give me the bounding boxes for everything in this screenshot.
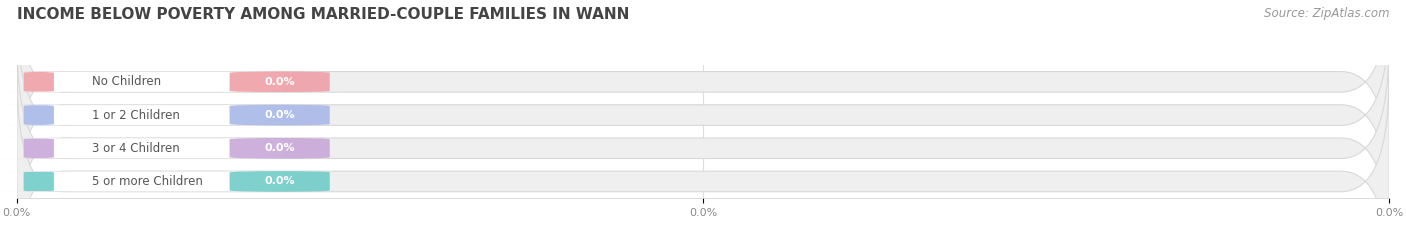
Text: 0.0%: 0.0% xyxy=(264,110,295,120)
FancyBboxPatch shape xyxy=(24,72,284,92)
Text: INCOME BELOW POVERTY AMONG MARRIED-COUPLE FAMILIES IN WANN: INCOME BELOW POVERTY AMONG MARRIED-COUPL… xyxy=(17,7,630,22)
Text: 3 or 4 Children: 3 or 4 Children xyxy=(93,142,180,155)
Text: No Children: No Children xyxy=(93,75,162,88)
FancyBboxPatch shape xyxy=(229,138,330,158)
Text: 0.0%: 0.0% xyxy=(264,77,295,87)
FancyBboxPatch shape xyxy=(24,171,284,192)
FancyBboxPatch shape xyxy=(229,105,330,125)
FancyBboxPatch shape xyxy=(0,72,79,92)
FancyBboxPatch shape xyxy=(0,138,79,158)
FancyBboxPatch shape xyxy=(24,138,284,158)
FancyBboxPatch shape xyxy=(17,9,1389,221)
FancyBboxPatch shape xyxy=(0,171,79,192)
FancyBboxPatch shape xyxy=(17,75,1389,233)
Text: 0.0%: 0.0% xyxy=(264,176,295,186)
Text: 1 or 2 Children: 1 or 2 Children xyxy=(93,109,180,122)
FancyBboxPatch shape xyxy=(24,105,284,125)
FancyBboxPatch shape xyxy=(0,105,79,125)
FancyBboxPatch shape xyxy=(17,42,1389,233)
FancyBboxPatch shape xyxy=(17,0,1389,188)
FancyBboxPatch shape xyxy=(229,72,330,92)
Text: 5 or more Children: 5 or more Children xyxy=(93,175,204,188)
Text: 0.0%: 0.0% xyxy=(264,143,295,153)
Text: Source: ZipAtlas.com: Source: ZipAtlas.com xyxy=(1264,7,1389,20)
FancyBboxPatch shape xyxy=(229,171,330,192)
